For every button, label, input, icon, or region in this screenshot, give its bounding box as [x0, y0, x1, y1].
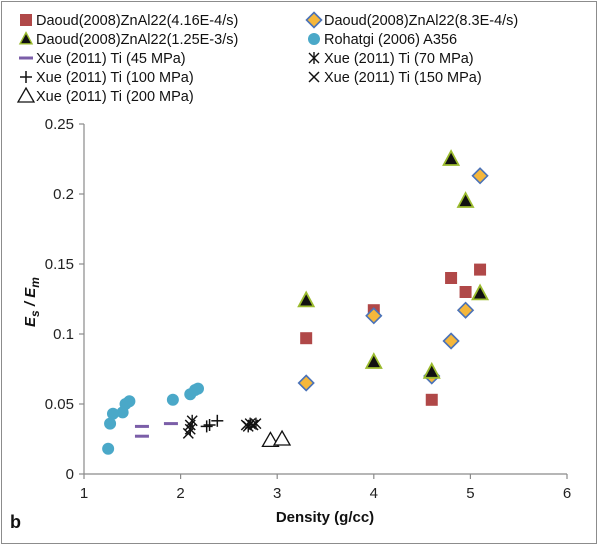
data-point	[102, 442, 115, 455]
y-tick-label: 0.15	[45, 256, 74, 273]
legend-item: Xue (2011) Ti (100 MPa)	[20, 70, 194, 86]
y-tick-label: 0.25	[45, 116, 74, 133]
legend-label: Xue (2011) Ti (150 MPa)	[324, 70, 482, 86]
legend-item: Xue (2011) Ti (150 MPa)	[308, 70, 482, 86]
data-point	[186, 414, 198, 427]
data-point	[445, 272, 458, 284]
y-axis-title-base: E	[22, 316, 39, 327]
data-point	[364, 352, 383, 369]
legend-label: Daoud(2008)ZnAl22(1.25E-3/s)	[36, 32, 238, 48]
data-point	[425, 393, 438, 406]
y-tick-label: 0.1	[53, 326, 74, 343]
legend-symbol	[308, 33, 320, 45]
series-dash	[134, 422, 178, 438]
data-points	[102, 149, 490, 455]
legend-item: Daoud(2008)ZnAl22(8.3E-4/s)	[305, 11, 518, 29]
series-plus	[200, 414, 224, 433]
data-point	[272, 429, 292, 446]
legend-label: Xue (2011) Ti (200 MPa)	[36, 89, 194, 105]
series-diamond	[297, 167, 489, 392]
data-point	[442, 332, 460, 350]
data-point	[106, 407, 119, 420]
y-tick-label: 0.05	[45, 396, 74, 413]
legend-label: Xue (2011) Ti (100 MPa)	[36, 70, 194, 86]
axes	[83, 124, 567, 475]
data-point	[184, 419, 196, 431]
data-point	[182, 427, 194, 439]
tick-marks	[79, 123, 568, 479]
y-tick-label: 0.2	[53, 186, 74, 203]
legend-item: Xue (2011) Ti (45 MPa)	[19, 51, 186, 67]
legend-item: Daoud(2008)ZnAl22(1.25E-3/s)	[18, 31, 238, 48]
y-axis-title-base-2: E	[22, 287, 39, 298]
legend-symbol	[16, 86, 36, 103]
series-triangle	[297, 149, 490, 379]
scatter-chart: Daoud(2008)ZnAl22(4.16E-4/s) Daoud(2008)Z…	[10, 11, 571, 532]
x-tick-label: 4	[370, 485, 378, 502]
data-point	[247, 419, 259, 431]
legend-item: Xue (2011) Ti (200 MPa)	[16, 86, 194, 105]
y-axis-title-sub-num: s	[28, 310, 42, 317]
data-point	[166, 393, 179, 406]
legend-item: Rohatgi (2006) A356	[308, 32, 457, 48]
legend-label: Daoud(2008)ZnAl22(8.3E-4/s)	[324, 13, 518, 29]
data-point	[300, 332, 313, 345]
data-point	[471, 283, 490, 301]
y-tick-label: 0	[66, 466, 74, 483]
x-axis-title: Density (g/cc)	[276, 509, 374, 526]
y-axis-title-sep: /	[22, 298, 39, 311]
legend-item: Daoud(2008)ZnAl22(4.16E-4/s)	[20, 13, 238, 29]
legend-symbol	[20, 71, 32, 83]
x-tick-label: 2	[176, 485, 184, 502]
legend: Daoud(2008)ZnAl22(4.16E-4/s) Daoud(2008)Z…	[16, 11, 518, 105]
data-point	[456, 191, 475, 208]
data-point	[211, 414, 224, 427]
legend-label: Xue (2011) Ti (45 MPa)	[36, 51, 186, 67]
data-point	[104, 417, 117, 430]
data-point	[203, 419, 216, 431]
series-asterisk	[184, 414, 262, 436]
data-point	[422, 361, 441, 379]
legend-symbol	[18, 31, 34, 45]
data-point	[459, 286, 472, 298]
data-point	[297, 374, 315, 392]
legend-symbol	[305, 11, 323, 29]
series-circle	[102, 382, 204, 455]
legend-item: Xue (2011) Ti (70 MPa)	[308, 51, 474, 67]
data-point	[456, 301, 475, 319]
data-point	[123, 395, 136, 408]
y-axis-title: Es / Em	[22, 277, 42, 327]
data-point	[261, 431, 280, 448]
data-point	[297, 290, 316, 308]
x-tick-label: 3	[273, 485, 281, 502]
series-square	[300, 263, 487, 406]
legend-label: Rohatgi (2006) A356	[324, 32, 457, 48]
legend-symbol	[308, 52, 320, 64]
legend-label: Xue (2011) Ti (70 MPa)	[324, 51, 474, 67]
x-tick-label: 5	[466, 485, 474, 502]
data-point	[191, 382, 204, 395]
legend-symbol	[20, 14, 32, 26]
series-x	[182, 419, 259, 439]
data-point	[471, 167, 489, 185]
series-open-triangle	[261, 429, 292, 448]
data-point	[442, 149, 461, 166]
x-tick-label: 1	[80, 485, 88, 502]
x-tick-label: 6	[563, 485, 571, 502]
data-point	[200, 420, 213, 433]
panel-label: b	[10, 512, 21, 532]
data-point	[474, 263, 487, 276]
data-point	[365, 307, 383, 325]
legend-symbol	[308, 71, 320, 83]
y-axis-title-sub-den: m	[28, 277, 42, 288]
tick-labels: 1 2 3 4 5 6 0 0.05 0.1 0.15 0.2 0.25	[45, 116, 571, 502]
legend-label: Daoud(2008)ZnAl22(4.16E-4/s)	[36, 13, 238, 29]
